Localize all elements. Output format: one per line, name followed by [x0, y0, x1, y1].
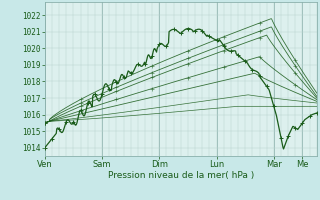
X-axis label: Pression niveau de la mer( hPa ): Pression niveau de la mer( hPa )	[108, 171, 254, 180]
